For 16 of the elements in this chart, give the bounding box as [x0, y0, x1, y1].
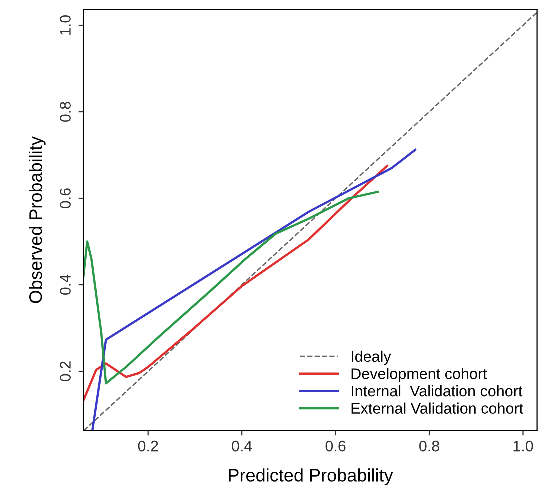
x-tick-label: 0.6: [326, 440, 346, 452]
x-tick-label: 0.4: [232, 440, 252, 452]
x-tick-label: 1.0: [514, 440, 534, 452]
y-tick-label: 0.8: [60, 102, 71, 122]
legend-label: Internal Validation cohort: [352, 385, 523, 397]
y-tick-label: 0.2: [60, 362, 71, 382]
y-tick-label: 0.4: [60, 274, 71, 296]
x-axis-title: Predicted Probability: [229, 468, 394, 486]
legend-label: External Validation cohort: [352, 402, 524, 414]
y-axis-title: Observed Probability: [29, 136, 46, 304]
legend-label: Development cohort: [352, 368, 488, 382]
y-tick-label: 0.6: [60, 188, 71, 209]
x-tick-label: 0.2: [138, 440, 158, 452]
x-tick-label: 0.8: [420, 440, 440, 452]
legend-label: Idealy: [352, 350, 392, 366]
y-tick-label: 1.0: [60, 16, 71, 35]
